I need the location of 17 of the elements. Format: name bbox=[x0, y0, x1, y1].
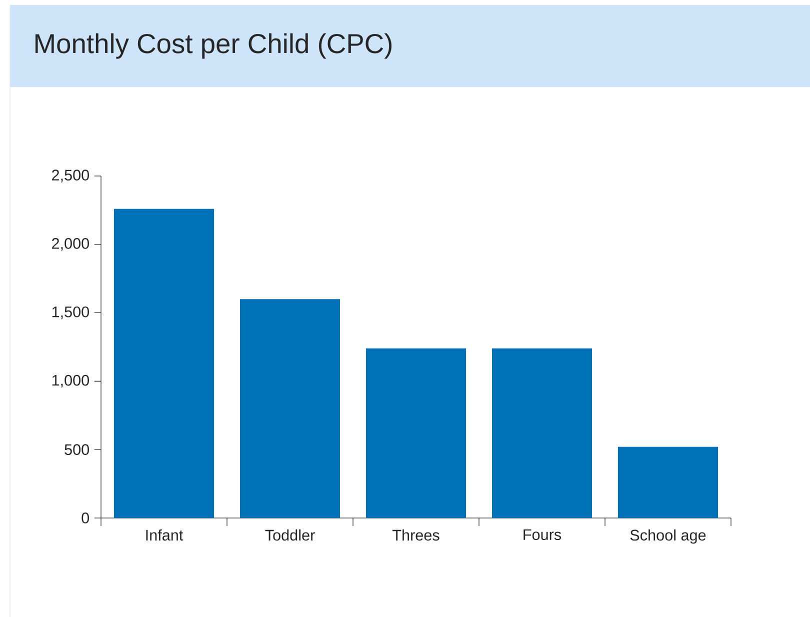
bar bbox=[366, 348, 466, 518]
chart-title: Monthly Cost per Child (CPC) bbox=[36, 33, 392, 59]
bar bbox=[114, 208, 214, 518]
x-tick-label: Fours bbox=[524, 529, 562, 540]
x-tick-label: School age bbox=[630, 529, 706, 544]
y-tick-label: 1,500 bbox=[52, 306, 90, 320]
x-tick-label: Toddler bbox=[265, 529, 315, 541]
bar bbox=[492, 348, 592, 518]
y-tick-label: 500 bbox=[64, 444, 90, 456]
y-tick-label: 2,500 bbox=[52, 170, 90, 182]
y-tick-label: 0 bbox=[82, 512, 90, 524]
y-tick-label: 1,000 bbox=[52, 374, 90, 388]
x-tick-label: Threes bbox=[392, 529, 440, 541]
x-tick-label: Infant bbox=[146, 529, 184, 541]
bar bbox=[240, 299, 340, 518]
bar bbox=[618, 446, 718, 518]
y-tick-label: 2,000 bbox=[52, 238, 90, 251]
